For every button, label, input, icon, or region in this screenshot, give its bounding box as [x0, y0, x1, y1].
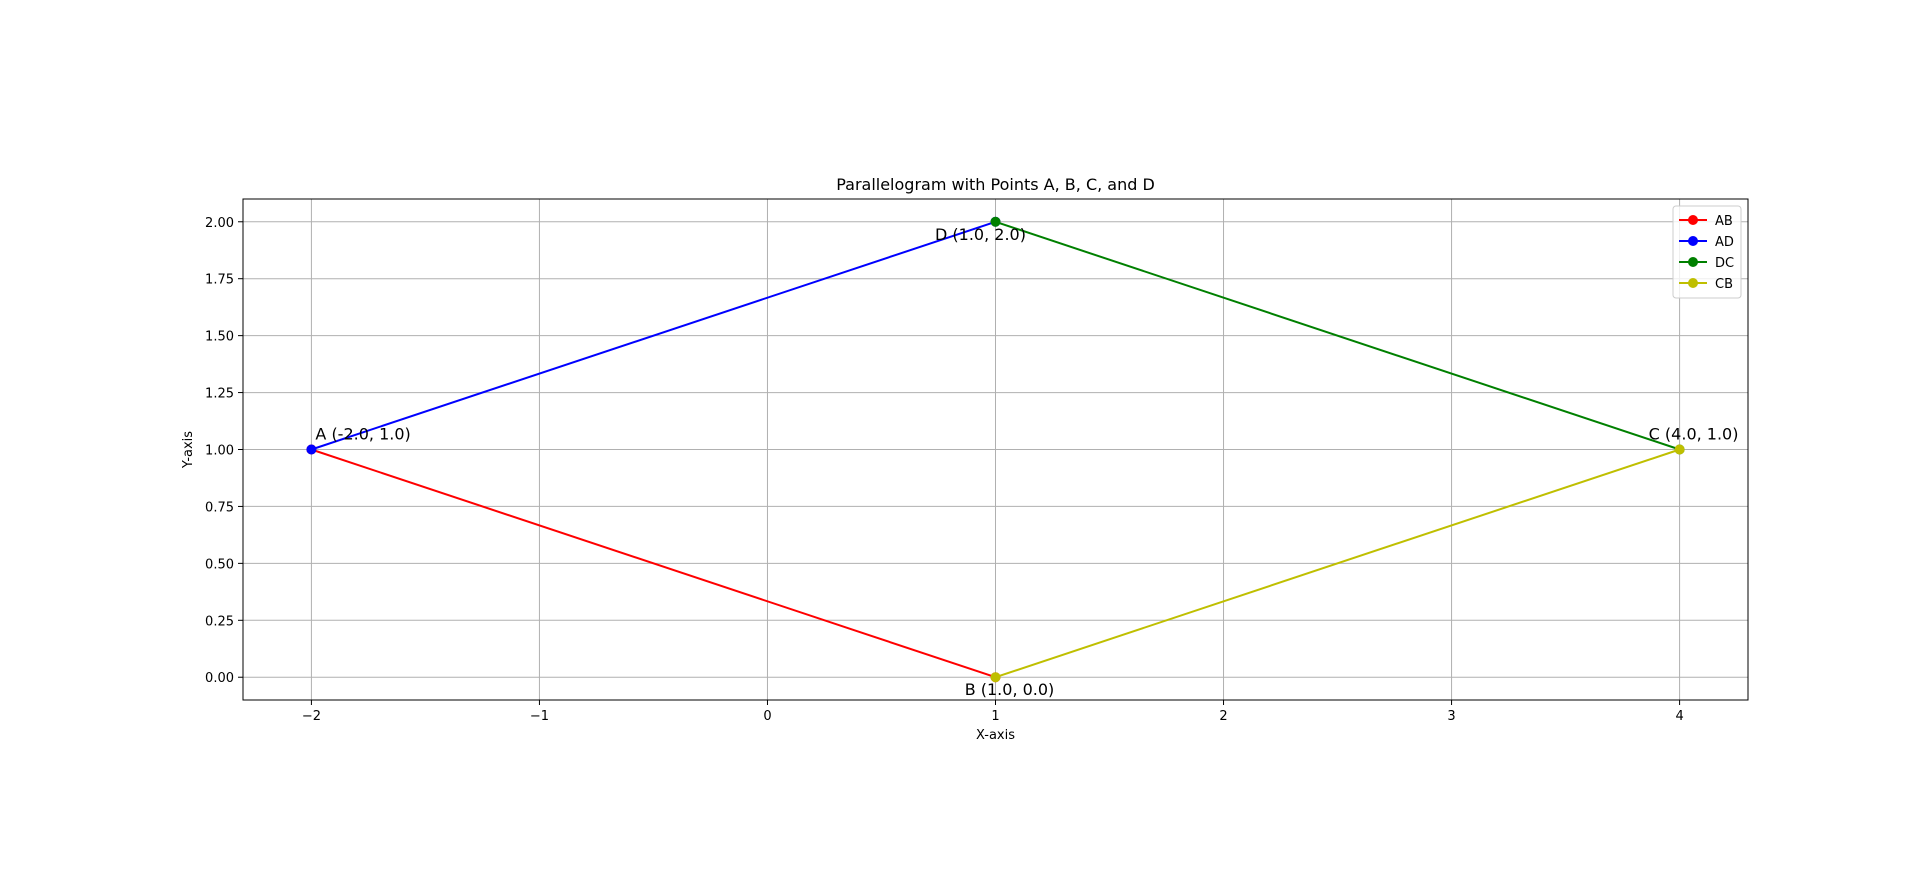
- y-tick-label: 1.25: [205, 387, 234, 402]
- x-axis-label: X-axis: [976, 728, 1015, 743]
- point-annotations: A (-2.0, 1.0) B (1.0, 0.0) C (4.0, 1.0) D (…: [315, 225, 1738, 699]
- y-tick-label: 0.50: [205, 557, 234, 572]
- legend-swatch-marker: [1688, 236, 1698, 246]
- legend-swatch-marker: [1688, 215, 1698, 225]
- y-ticks: 0.00 0.25 0.50 0.75 1.00 1.25 1.50 1.75 2.00: [205, 216, 243, 686]
- y-tick-label: 1.00: [205, 444, 234, 459]
- point-label: B (1.0, 0.0): [965, 680, 1055, 699]
- grid: [243, 199, 1748, 700]
- y-tick-label: 2.00: [205, 216, 234, 231]
- x-ticks: −2 −1 0 1 2 3 4: [302, 700, 1684, 724]
- data-point-dc: [990, 216, 1001, 227]
- legend-box: [1672, 205, 1742, 299]
- y-tick-label: 0.25: [205, 614, 234, 629]
- series-lines: [306, 216, 1685, 683]
- x-tick-label: −2: [302, 709, 321, 724]
- series-line-dc: [995, 220, 1680, 451]
- data-point-cb: [1674, 444, 1685, 455]
- y-tick-label: 0.75: [205, 500, 234, 515]
- x-tick-label: 2: [1219, 709, 1227, 724]
- point-label: A (-2.0, 1.0): [315, 425, 410, 444]
- y-tick-label: 1.75: [205, 273, 234, 288]
- y-tick-label: 0.00: [205, 671, 234, 686]
- legend-entry-cb: CB: [1715, 277, 1733, 292]
- legend-swatch-marker: [1688, 257, 1698, 267]
- x-tick-label: 4: [1675, 709, 1683, 724]
- legend: AB AD DC CB: [1672, 205, 1742, 299]
- y-axis-label: Y-axis: [181, 431, 196, 469]
- legend-entry-ad: AD: [1715, 235, 1734, 250]
- x-tick-label: 1: [991, 709, 999, 724]
- series-line-ab: [311, 448, 996, 679]
- legend-swatch-marker: [1688, 278, 1698, 288]
- legend-entry-dc: DC: [1715, 256, 1734, 271]
- x-tick-label: 3: [1447, 709, 1455, 724]
- series-line-ad: [311, 220, 996, 451]
- series-line-cb: [995, 448, 1680, 679]
- point-label: C (4.0, 1.0): [1649, 425, 1739, 444]
- data-point-ad: [306, 444, 317, 455]
- data-point-cb: [990, 672, 1001, 683]
- legend-entry-ab: AB: [1715, 214, 1733, 229]
- chart-title: Parallelogram with Points A, B, C, and D: [836, 175, 1155, 194]
- y-tick-label: 1.50: [205, 330, 234, 345]
- x-tick-label: 0: [763, 709, 771, 724]
- point-label: D (1.0, 2.0): [935, 225, 1026, 244]
- x-tick-label: −1: [530, 709, 549, 724]
